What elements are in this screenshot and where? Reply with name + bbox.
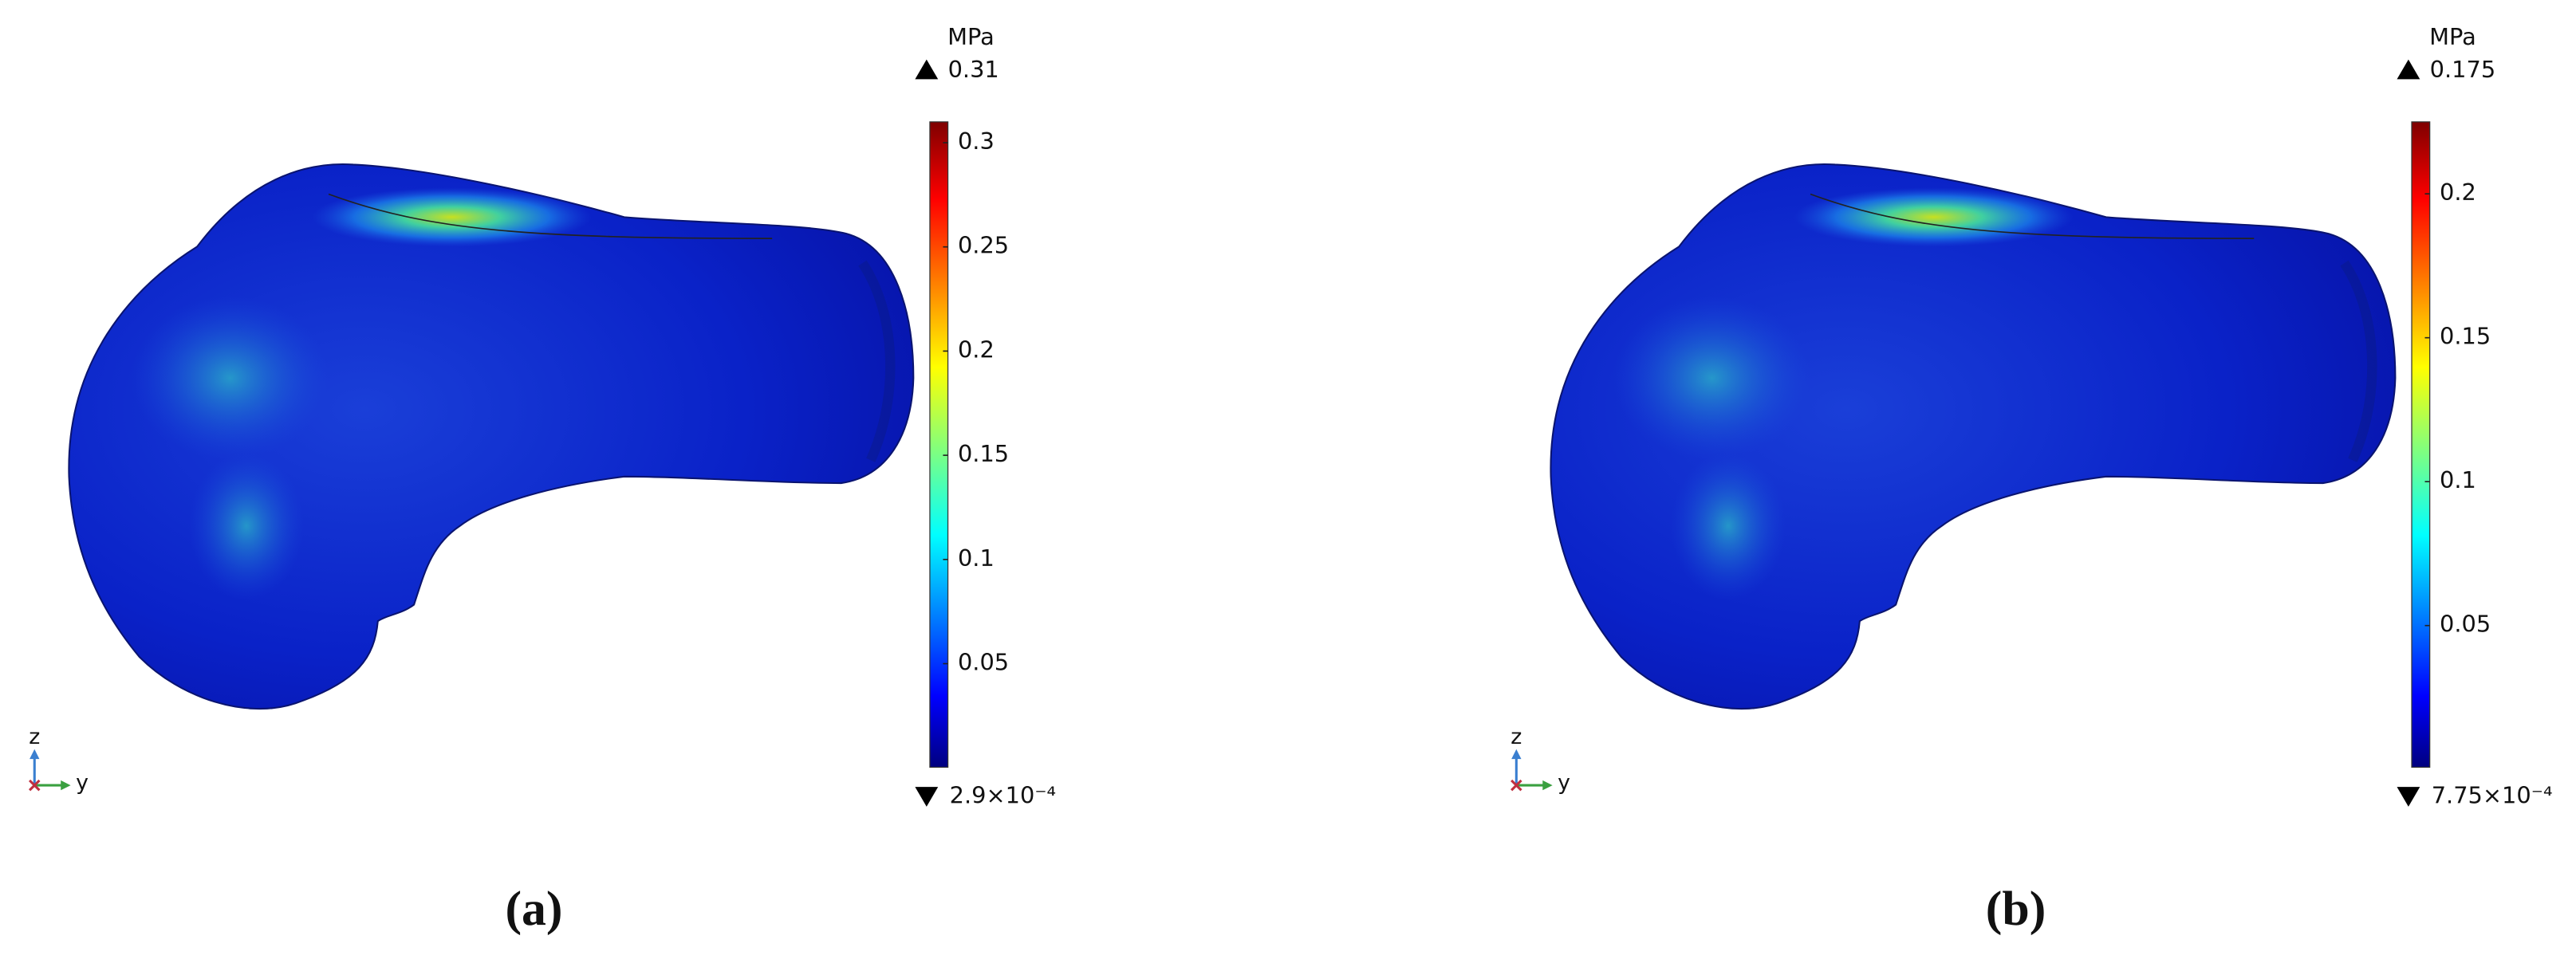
tick-label: 0.2	[2440, 179, 2476, 206]
tick-label: 0.3	[958, 128, 995, 155]
stress-render	[69, 164, 913, 709]
axis-y-head	[61, 780, 71, 791]
caption: (b)	[1986, 882, 2046, 936]
axis-label: z	[29, 725, 40, 749]
axis-z-head	[1511, 749, 1522, 760]
unit-label: MPa	[2429, 23, 2476, 50]
colorbar	[2411, 121, 2431, 768]
unit-label: MPa	[947, 23, 995, 50]
caption: (a)	[505, 882, 562, 936]
tick-label: 0.05	[958, 648, 1009, 675]
tick-label: 0.15	[958, 440, 1009, 467]
axis-z-head	[30, 749, 40, 760]
max-label: 0.175	[2430, 56, 2496, 83]
max-label: 0.31	[948, 56, 999, 83]
tick-label: 0.05	[2440, 611, 2491, 638]
max-marker	[2397, 59, 2420, 80]
colorbar	[929, 121, 949, 768]
tick-label: 0.2	[958, 336, 995, 363]
axis-x	[1511, 779, 1522, 792]
tick-label: 0.1	[2440, 466, 2476, 493]
tick-label: 0.15	[2440, 323, 2491, 350]
max-marker	[915, 59, 939, 80]
panel: 0.05 0.1 0.15 0.2 0.25 0.3 MPa 0.31 2.9×10⁻⁴ z y (a…	[28, 23, 1056, 936]
tick-label: 0.25	[958, 232, 1009, 259]
min-marker	[915, 787, 939, 807]
min-label: 7.75×10⁻⁴	[2432, 782, 2553, 809]
axis-x	[28, 779, 41, 792]
tick-label: 0.1	[958, 544, 995, 572]
stress-render	[1550, 164, 2395, 709]
axis-label: y	[76, 771, 89, 796]
axis-y-head	[1542, 780, 1553, 791]
axis-label: z	[1511, 725, 1522, 749]
min-marker	[2397, 787, 2420, 807]
min-label: 2.9×10⁻⁴	[950, 782, 1056, 809]
panel: 0.05 0.1 0.15 0.2 MPa 0.175 7.75×10⁻⁴ z y (b)	[1511, 23, 2553, 936]
axis-label: y	[1558, 771, 1570, 796]
